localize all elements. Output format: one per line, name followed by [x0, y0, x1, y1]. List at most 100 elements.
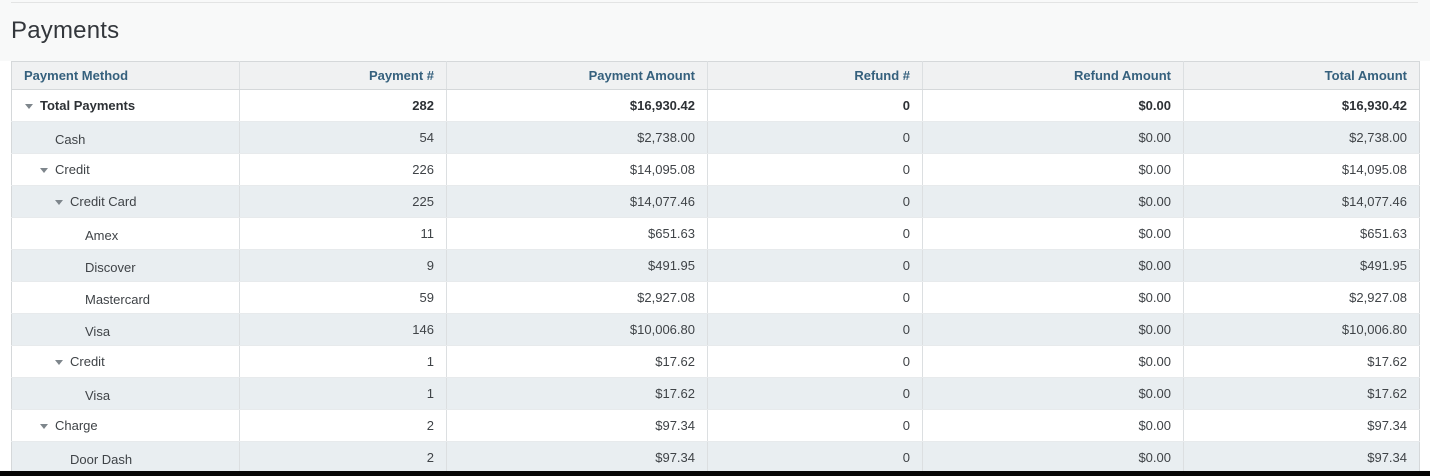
refund-count-cell: 0: [707, 217, 923, 250]
refund-count-cell: 0: [707, 313, 923, 346]
top-divider: [11, 2, 1418, 3]
payment-method-label: Visa: [85, 324, 111, 340]
refund-amount-cell: $0.00: [922, 345, 1184, 378]
payment-count-cell: 146: [239, 313, 447, 346]
total-amount-cell: $2,927.08: [1183, 281, 1420, 314]
total-amount-cell: $17.62: [1183, 345, 1420, 378]
total-amount-cell: $491.95: [1183, 249, 1420, 282]
header-row: Payment Method Payment # Payment Amount …: [11, 61, 1420, 90]
payment-method-label: Cash: [55, 132, 86, 148]
payment-count-cell: 2: [239, 441, 447, 474]
column-header-total-amount[interactable]: Total Amount: [1183, 61, 1420, 90]
refund-amount-cell: $0.00: [922, 313, 1184, 346]
collapse-arrow-icon[interactable]: [37, 162, 51, 177]
refund-count-cell: 0: [707, 281, 923, 314]
collapse-arrow-icon[interactable]: [52, 194, 66, 209]
payment-amount-cell: $97.34: [446, 409, 708, 442]
column-header-payment-amount[interactable]: Payment Amount: [446, 61, 708, 90]
table-row: Charge 2 $97.34 0 $0.00 $97.34: [11, 409, 1420, 442]
payment-method-label: Mastercard: [85, 292, 151, 308]
total-amount-cell: $97.34: [1183, 409, 1420, 442]
payment-amount-cell: $14,077.46: [446, 185, 708, 218]
payment-method-cell: Cash: [11, 121, 240, 154]
payment-amount-cell: $2,927.08: [446, 281, 708, 314]
payment-amount-cell: $2,738.00: [446, 121, 708, 154]
payment-amount-cell: $651.63: [446, 217, 708, 250]
table-row: Credit 1 $17.62 0 $0.00 $17.62: [11, 345, 1420, 378]
payment-method-cell: Charge: [11, 409, 240, 442]
total-amount-cell: $651.63: [1183, 217, 1420, 250]
page-header: Payments: [0, 0, 1430, 61]
payment-method-label: Total Payments: [40, 98, 136, 113]
payment-method-cell: Visa: [11, 313, 240, 346]
payments-table: Payment Method Payment # Payment Amount …: [11, 61, 1420, 474]
payment-count-cell: 59: [239, 281, 447, 314]
refund-amount-cell: $0.00: [922, 249, 1184, 282]
payment-count-cell: 54: [239, 121, 447, 154]
payment-amount-cell: $10,006.80: [446, 313, 708, 346]
refund-count-cell: 0: [707, 89, 923, 122]
refund-amount-cell: $0.00: [922, 441, 1184, 474]
total-amount-cell: $2,738.00: [1183, 121, 1420, 154]
payment-amount-cell: $17.62: [446, 377, 708, 410]
payment-method-cell: Door Dash: [11, 441, 240, 474]
payment-method-cell: Credit Card: [11, 185, 240, 218]
payment-count-cell: 2: [239, 409, 447, 442]
payment-count-cell: 282: [239, 89, 447, 122]
refund-count-cell: 0: [707, 185, 923, 218]
table-row: Total Payments 282 $16,930.42 0 $0.00 $16,930…: [11, 89, 1420, 122]
refund-amount-cell: $0.00: [922, 409, 1184, 442]
total-amount-cell: $17.62: [1183, 377, 1420, 410]
table-row: Mastercard 59 $2,927.08 0 $0.00 $2,927.08: [11, 281, 1420, 314]
table-row: Credit Card 225 $14,077.46 0 $0.00 $14,077.46: [11, 185, 1420, 218]
table-row: Amex 11 $651.63 0 $0.00 $651.63: [11, 217, 1420, 250]
payment-method-cell: Amex: [11, 217, 240, 250]
payment-method-cell: Credit: [11, 153, 240, 186]
payments-table-body: Total Payments 282 $16,930.42 0 $0.00 $16,930…: [11, 89, 1420, 474]
refund-count-cell: 0: [707, 121, 923, 154]
total-amount-cell: $14,077.46: [1183, 185, 1420, 218]
refund-count-cell: 0: [707, 441, 923, 474]
refund-amount-cell: $0.00: [922, 121, 1184, 154]
payment-amount-cell: $16,930.42: [446, 89, 708, 122]
payment-amount-cell: $97.34: [446, 441, 708, 474]
payment-method-label: Credit Card: [70, 194, 137, 209]
payment-count-cell: 11: [239, 217, 447, 250]
table-row: Door Dash 2 $97.34 0 $0.00 $97.34: [11, 441, 1420, 474]
column-header-refund-count[interactable]: Refund #: [707, 61, 923, 90]
table-row: Discover 9 $491.95 0 $0.00 $491.95: [11, 249, 1420, 282]
payment-method-label: Discover: [85, 260, 136, 276]
payment-method-label: Amex: [85, 228, 119, 244]
table-row: Credit 226 $14,095.08 0 $0.00 $14,095.08: [11, 153, 1420, 186]
refund-count-cell: 0: [707, 409, 923, 442]
column-header-payment-count[interactable]: Payment #: [239, 61, 447, 90]
table-row: Cash 54 $2,738.00 0 $0.00 $2,738.00: [11, 121, 1420, 154]
refund-count-cell: 0: [707, 153, 923, 186]
refund-amount-cell: $0.00: [922, 153, 1184, 186]
refund-amount-cell: $0.00: [922, 377, 1184, 410]
refund-count-cell: 0: [707, 345, 923, 378]
payment-method-cell: Mastercard: [11, 281, 240, 314]
column-header-payment-method[interactable]: Payment Method: [11, 61, 240, 90]
page-title: Payments: [11, 17, 120, 44]
refund-count-cell: 0: [707, 249, 923, 282]
refund-amount-cell: $0.00: [922, 185, 1184, 218]
refund-count-cell: 0: [707, 377, 923, 410]
payment-method-label: Charge: [55, 418, 98, 433]
payments-table-header: Payment Method Payment # Payment Amount …: [11, 61, 1420, 90]
collapse-arrow-icon[interactable]: [52, 354, 66, 369]
payment-method-cell: Total Payments: [11, 89, 240, 122]
collapse-arrow-icon[interactable]: [22, 98, 36, 113]
column-header-refund-amount[interactable]: Refund Amount: [922, 61, 1184, 90]
payment-method-cell: Visa: [11, 377, 240, 410]
payment-method-label: Door Dash: [70, 452, 133, 468]
total-amount-cell: $16,930.42: [1183, 89, 1420, 122]
payment-count-cell: 225: [239, 185, 447, 218]
payment-method-cell: Credit: [11, 345, 240, 378]
payment-method-label: Visa: [85, 388, 111, 404]
payment-count-cell: 1: [239, 345, 447, 378]
refund-amount-cell: $0.00: [922, 281, 1184, 314]
collapse-arrow-icon[interactable]: [37, 418, 51, 433]
payment-method-cell: Discover: [11, 249, 240, 282]
